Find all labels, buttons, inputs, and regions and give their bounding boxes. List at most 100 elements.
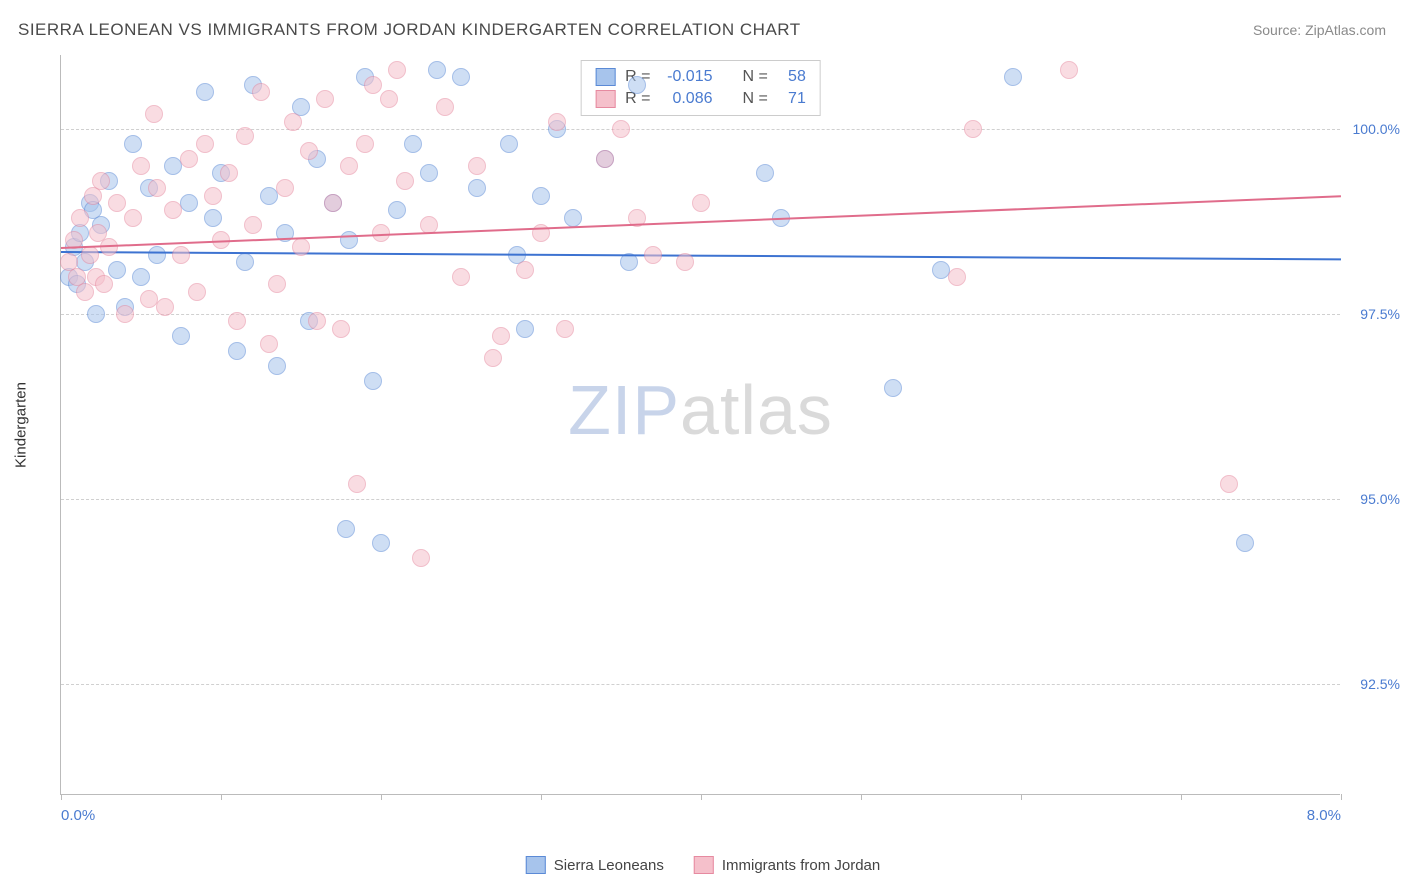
data-point [148,246,166,264]
data-point [316,90,334,108]
data-point [300,142,318,160]
watermark-atlas: atlas [680,371,833,449]
data-point [884,379,902,397]
data-point [132,268,150,286]
data-point [244,216,262,234]
y-tick-label: 92.5% [1345,676,1400,692]
data-point [356,135,374,153]
x-tick [861,794,862,800]
grid-line [61,684,1340,685]
data-point [340,231,358,249]
data-point [180,194,198,212]
data-point [268,275,286,293]
data-point [1220,475,1238,493]
data-point [156,298,174,316]
n-value: 71 [778,90,806,108]
n-label: N = [743,90,768,108]
x-tick [61,794,62,800]
data-point [252,83,270,101]
legend-swatch [595,90,615,108]
r-value: 0.086 [661,90,713,108]
data-point [172,327,190,345]
data-point [492,327,510,345]
data-point [364,372,382,390]
data-point [1060,61,1078,79]
data-point [236,127,254,145]
x-tick [1341,794,1342,800]
data-point [468,157,486,175]
data-point [532,187,550,205]
data-point [292,238,310,256]
data-point [516,261,534,279]
data-point [276,179,294,197]
n-value: 58 [778,68,806,86]
scatter-chart: Kindergarten ZIPatlas R =-0.015N =58R =0… [60,55,1340,795]
data-point [92,172,110,190]
legend-swatch [694,856,714,874]
data-point [396,172,414,190]
source-attribution: Source: ZipAtlas.com [1253,22,1386,38]
data-point [124,135,142,153]
data-point [380,90,398,108]
x-tick [221,794,222,800]
data-point [204,187,222,205]
legend-item: Sierra Leoneans [526,856,664,874]
data-point [332,320,350,338]
data-point [500,135,518,153]
data-point [948,268,966,286]
legend-label: Sierra Leoneans [554,857,664,874]
data-point [145,105,163,123]
y-tick-label: 100.0% [1345,121,1400,137]
x-tick [541,794,542,800]
legend-label: Immigrants from Jordan [722,857,880,874]
data-point [236,253,254,271]
data-point [124,209,142,227]
data-point [260,335,278,353]
data-point [676,253,694,271]
data-point [756,164,774,182]
data-point [76,283,94,301]
legend-swatch [595,68,615,86]
legend-item: Immigrants from Jordan [694,856,880,874]
data-point [388,201,406,219]
data-point [172,246,190,264]
data-point [308,312,326,330]
n-label: N = [743,68,768,86]
data-point [452,268,470,286]
x-tick-label: 0.0% [61,807,95,824]
data-point [428,61,446,79]
data-point [228,342,246,360]
data-point [452,68,470,86]
data-point [228,312,246,330]
data-point [188,283,206,301]
data-point [348,475,366,493]
y-tick-label: 97.5% [1345,306,1400,322]
legend-swatch [526,856,546,874]
data-point [484,349,502,367]
data-point [337,520,355,538]
data-point [100,238,118,256]
data-point [612,120,630,138]
data-point [468,179,486,197]
data-point [516,320,534,338]
data-point [196,135,214,153]
data-point [412,549,430,567]
data-point [220,164,238,182]
data-point [87,305,105,323]
grid-line [61,129,1340,130]
correlation-stats-box: R =-0.015N =58R =0.086N =71 [580,60,821,116]
data-point [1236,534,1254,552]
data-point [436,98,454,116]
data-point [284,113,302,131]
data-point [340,157,358,175]
data-point [372,534,390,552]
grid-line [61,499,1340,500]
watermark: ZIPatlas [568,370,833,450]
data-point [81,246,99,264]
data-point [95,275,113,293]
data-point [372,224,390,242]
data-point [364,76,382,94]
data-point [180,150,198,168]
x-tick [1181,794,1182,800]
bottom-legend: Sierra Leoneans Immigrants from Jordan [526,856,880,874]
